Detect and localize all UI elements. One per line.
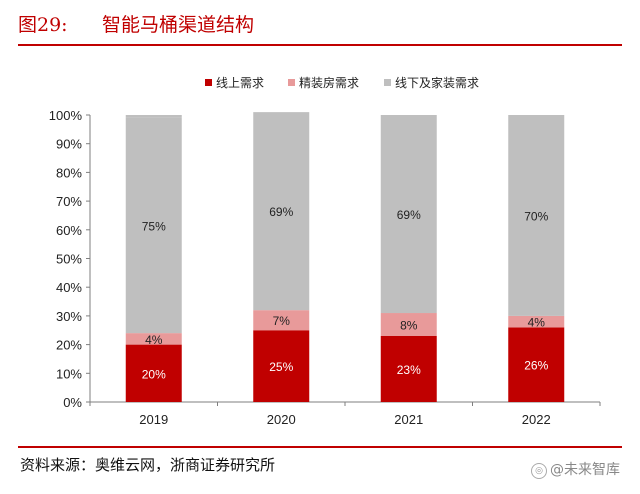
x-tick-label: 2019 [139,412,168,427]
legend-label: 线上需求 [216,76,264,90]
bar-segment [380,115,437,314]
y-tick-label: 80% [56,165,82,180]
figure-label: 图29: [18,14,68,36]
x-tick-label: 2021 [394,412,423,427]
watermark: ◎ @未来智库 [531,459,620,479]
header-rule [18,44,622,46]
bar-segment [508,115,565,316]
y-tick-label: 20% [56,338,82,353]
data-label: 4% [145,333,163,347]
data-label: 23% [397,363,421,377]
data-label: 25% [269,360,293,374]
legend-swatch [205,79,212,86]
bar-segment [253,330,310,402]
y-tick-label: 50% [56,252,82,267]
bar-segment [125,333,182,345]
x-tick-label: 2022 [522,412,551,427]
watermark-text: @未来智库 [550,462,620,478]
y-tick-label: 70% [56,194,82,209]
bar-segment [508,315,565,328]
footer-rule [18,446,622,448]
bar-segment [380,335,437,402]
figure-header: 图29: 智能马桶渠道结构 [18,10,622,40]
y-tick-label: 10% [56,366,82,381]
x-tick-label: 2020 [267,412,296,427]
legend-label: 精装房需求 [299,75,359,90]
source-note: 资料来源：奥维云网，浙商证券研究所 [20,456,276,474]
y-tick-label: 40% [56,280,82,295]
bar-segment [125,117,182,334]
watermark-icon: ◎ [531,463,547,479]
legend-label: 线下及家装需求 [395,75,479,90]
y-tick-label: 60% [56,223,82,238]
data-label: 75% [142,219,166,233]
data-label: 69% [397,208,421,222]
data-label: 69% [269,205,293,219]
data-label: 20% [142,367,166,381]
bar-segment [253,310,310,331]
data-label: 7% [273,314,291,328]
bar-segment [508,327,565,402]
bar-segment [253,112,310,311]
stacked-bar-chart: 线上需求 精装房需求 线下及家装需求 0% 10% 20% 30% 40% 50% 60% 70% 8… [49,75,601,427]
y-tick-label: 0% [63,395,82,410]
chart-title: 智能马桶渠道结构 [102,14,255,36]
y-tick-label: 100% [49,108,83,123]
data-label: 8% [400,319,418,333]
bar-segment [125,344,182,402]
data-label: 26% [524,359,548,373]
y-tick-label: 30% [56,309,82,324]
data-label: 70% [524,209,548,223]
data-label: 4% [528,316,546,330]
bar-segment [125,115,182,118]
y-tick-label: 90% [56,137,82,152]
bar-segment [380,313,437,336]
legend-swatch [384,79,391,86]
legend-swatch [288,79,295,86]
